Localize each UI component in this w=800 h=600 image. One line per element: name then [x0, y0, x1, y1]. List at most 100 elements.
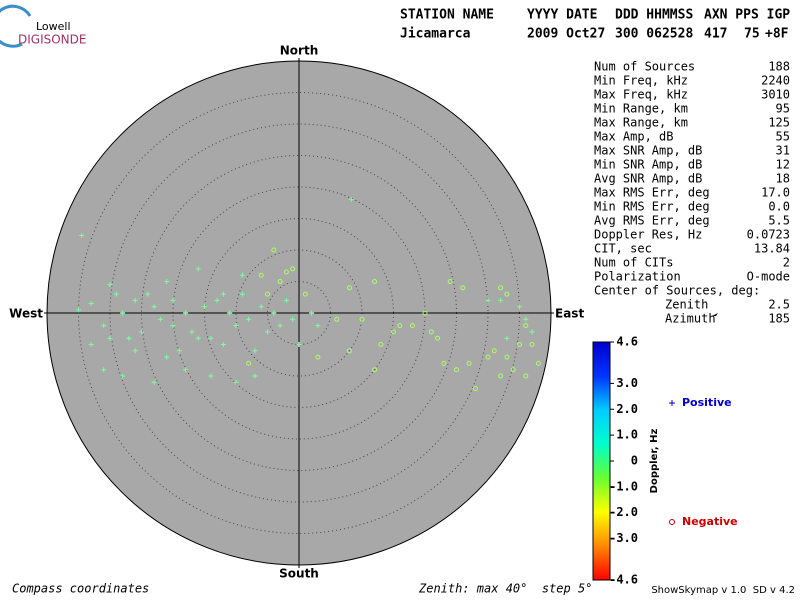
colorbar	[592, 341, 611, 581]
source-positive	[170, 323, 176, 329]
colorbar-tick-label: 1.0	[616, 428, 638, 442]
source-negative	[529, 342, 535, 347]
source-positive	[504, 335, 510, 341]
header-field: YYYY DATE	[527, 8, 597, 23]
stat-label: Avg SNR Amp, dB	[594, 172, 702, 186]
source-positive	[309, 310, 315, 316]
source-positive	[202, 304, 207, 310]
source-positive	[88, 342, 94, 347]
logo-arc	[0, 4, 32, 48]
source-negative	[498, 373, 504, 379]
source-positive	[126, 335, 132, 341]
stat-label: Max RMS Err, deg	[594, 186, 710, 200]
source-positive	[120, 373, 126, 379]
source-positive	[283, 297, 289, 303]
source-positive	[79, 233, 85, 239]
direction-label: West	[9, 307, 43, 321]
source-positive	[208, 373, 214, 379]
stat-label: Num of CITs	[594, 256, 673, 270]
source-positive	[348, 197, 354, 203]
source-positive	[170, 297, 176, 303]
source-negative	[460, 285, 466, 291]
source-negative	[409, 323, 415, 329]
source-positive	[195, 266, 201, 272]
colorbar-tick-label: 0	[631, 454, 638, 468]
source-negative	[435, 335, 441, 341]
source-positive	[296, 342, 302, 347]
source-negative	[283, 269, 289, 275]
stat-label: Max Amp, dB	[594, 130, 673, 144]
stat-label: Min RMS Err, deg	[594, 200, 710, 214]
source-positive	[101, 323, 107, 329]
colorbar-tick-label: -3.0	[609, 531, 638, 545]
source-negative	[397, 323, 403, 329]
stat-value: 2240	[761, 74, 790, 88]
source-negative	[359, 316, 365, 322]
stat-label: Max SNR Amp, dB	[594, 144, 702, 158]
source-positive	[214, 297, 220, 303]
source-negative	[246, 360, 252, 366]
source-positive	[145, 291, 151, 297]
source-positive	[183, 367, 189, 373]
center-title: Center of Sources, deg:	[594, 284, 760, 298]
source-negative	[510, 367, 516, 373]
stat-label: Max Range, km	[594, 116, 688, 130]
source-positive	[246, 316, 252, 322]
source-negative	[346, 348, 352, 354]
source-negative	[447, 279, 453, 284]
source-negative	[315, 354, 321, 360]
colorbar-tick-label: -2.0	[609, 505, 638, 519]
stat-value: 2	[783, 256, 790, 270]
stat-value: 18	[776, 172, 790, 186]
source-positive	[277, 323, 283, 329]
source-negative	[277, 279, 283, 284]
stat-value: 12	[776, 158, 790, 172]
legend-marker	[669, 400, 675, 406]
colorbar-tick-label: -1.0	[609, 479, 638, 493]
colorbar-tick-label: 3.0	[616, 376, 638, 390]
source-positive	[164, 279, 170, 284]
source-positive	[220, 342, 226, 347]
stat-value: 3010	[761, 88, 790, 102]
source-positive	[265, 329, 270, 335]
azimuth-icon	[712, 313, 718, 316]
source-positive	[101, 367, 107, 373]
source-positive	[151, 304, 157, 310]
stat-value: 17.0	[761, 186, 790, 200]
source-positive	[258, 304, 264, 310]
source-negative	[466, 360, 472, 366]
center-value: 185	[768, 312, 790, 326]
source-positive	[139, 329, 144, 335]
header-value: 75	[744, 27, 760, 42]
stat-value: 188	[768, 60, 790, 74]
source-negative	[258, 272, 264, 278]
source-positive	[151, 379, 157, 385]
header-value: +8F	[765, 27, 789, 42]
source-negative	[441, 360, 447, 366]
stat-value: 55	[776, 130, 790, 144]
source-negative	[422, 310, 428, 316]
stat-value: 5.5	[768, 214, 790, 228]
source-negative	[504, 354, 510, 360]
source-negative	[485, 354, 491, 360]
source-negative	[346, 285, 352, 291]
source-positive	[233, 379, 239, 385]
source-positive	[120, 310, 126, 316]
colorbar-label: Doppler, Hz	[649, 429, 660, 494]
source-negative	[334, 316, 340, 322]
logo-top: Lowell	[36, 20, 71, 33]
center-value: 2.5	[768, 298, 790, 312]
source-negative	[504, 291, 510, 297]
direction-label: East	[555, 307, 584, 321]
source-negative	[454, 367, 459, 373]
stat-value: 95	[776, 102, 790, 116]
stat-value: O-mode	[747, 270, 790, 284]
source-negative	[302, 291, 308, 297]
stat-value: 31	[776, 144, 790, 158]
stat-label: Max Freq, kHz	[594, 88, 688, 102]
legend-label: Positive	[682, 396, 732, 409]
header-value: 417	[704, 27, 727, 42]
header-field: AXN PPS IGP	[704, 8, 790, 23]
source-negative	[372, 367, 378, 373]
